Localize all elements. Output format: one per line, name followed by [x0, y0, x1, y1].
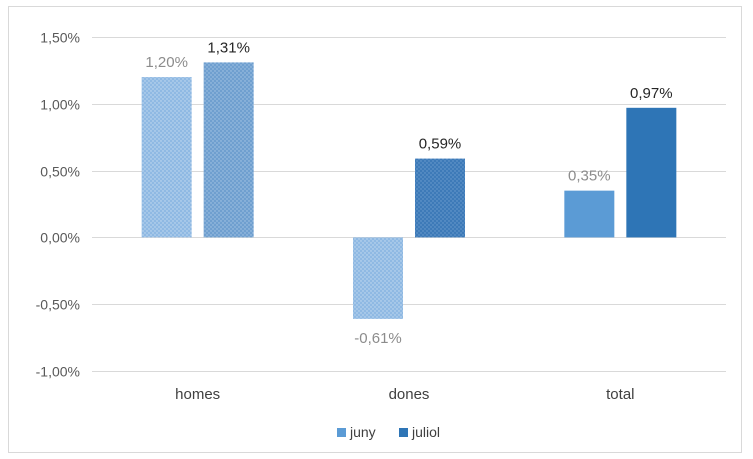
legend-label-juliol: juliol: [411, 424, 440, 440]
bar-juliol-homes: [203, 62, 254, 238]
bars: [141, 62, 677, 319]
bar-juny-homes: [141, 77, 192, 238]
x-axis-categories: homes dones total: [175, 386, 634, 403]
x-category-label: total: [606, 386, 634, 403]
bar-juliol-total: [626, 107, 677, 238]
y-tick-label: 1,50%: [40, 30, 80, 46]
bar-juny-dones: [353, 237, 403, 319]
x-category-label: homes: [175, 386, 220, 403]
y-tick-label: 0,50%: [40, 164, 80, 180]
y-tick-label: 0,00%: [40, 230, 80, 246]
data-label: 1,31%: [207, 39, 250, 56]
data-label: 0,35%: [568, 168, 611, 185]
legend-swatch-juny: [337, 428, 346, 437]
legend-label-juny: juny: [349, 424, 376, 440]
y-tick-label: -1,00%: [36, 364, 80, 380]
data-label: 1,20%: [145, 54, 188, 71]
data-label: 0,59%: [419, 136, 462, 153]
legend-swatch-juliol: [399, 428, 408, 437]
x-category-label: dones: [389, 386, 430, 403]
y-tick-label: -0,50%: [36, 297, 80, 313]
y-tick-label: 1,00%: [40, 97, 80, 113]
y-axis-ticks: 1,50% 1,00% 0,50% 0,00% -0,50% -1,00%: [36, 30, 80, 380]
legend: juny juliol: [337, 424, 440, 440]
data-label: -0,61%: [354, 330, 402, 347]
data-labels: 1,20% 1,31% -0,61% 0,59% 0,35% 0,97%: [145, 39, 672, 347]
data-label: 0,97%: [630, 85, 673, 102]
gridlines: [92, 37, 726, 372]
bar-juny-total: [564, 190, 615, 238]
chart-border: [8, 6, 742, 453]
bar-juliol-dones: [415, 158, 465, 238]
